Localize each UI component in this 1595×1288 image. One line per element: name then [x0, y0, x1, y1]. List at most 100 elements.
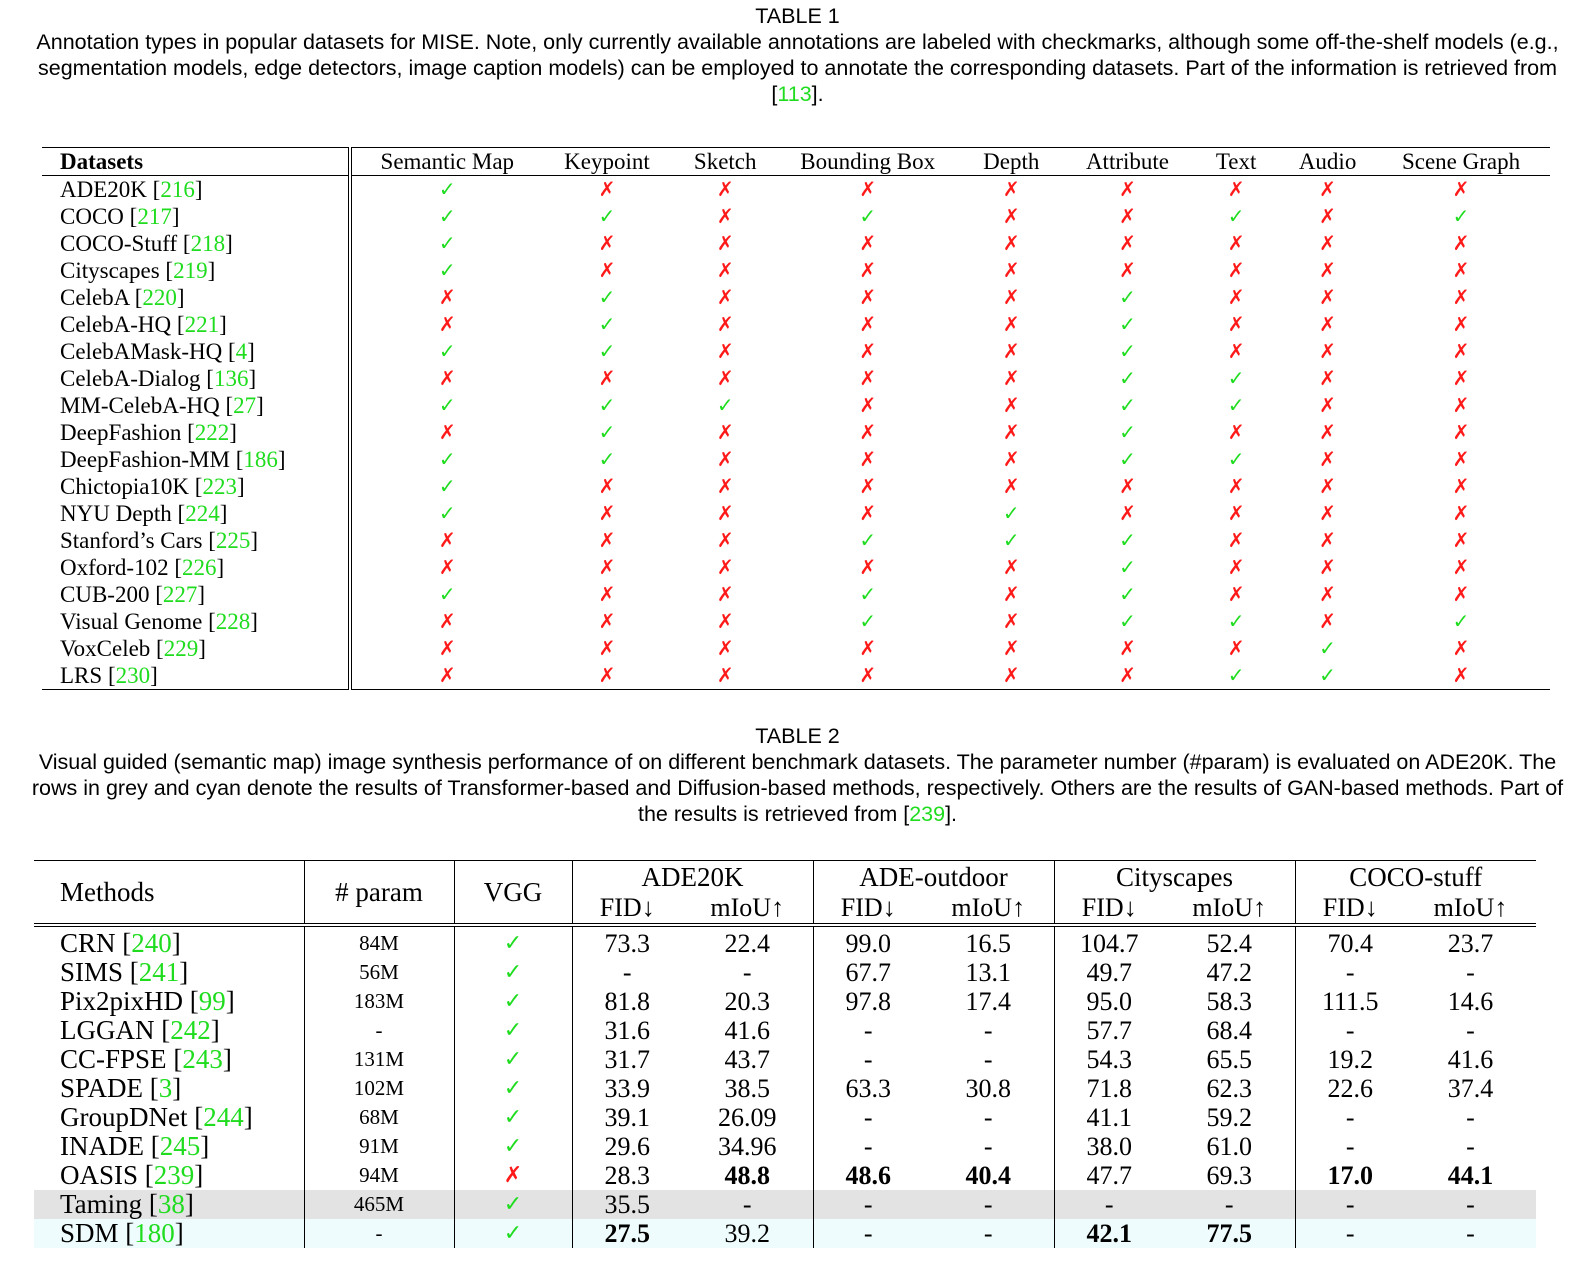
dataset-ref[interactable]: 4 — [235, 339, 248, 364]
cross-mark-icon: ✗ — [716, 555, 734, 579]
cross-mark-icon: ✗ — [1319, 609, 1336, 633]
method-ref[interactable]: 180 — [134, 1218, 175, 1248]
fid-value: 39.1 — [572, 1103, 682, 1132]
dataset-ref[interactable]: 225 — [215, 528, 251, 553]
fid-value: 27.5 — [572, 1219, 682, 1248]
dataset-ref[interactable]: 222 — [194, 420, 230, 445]
metric-value: 70.4 — [1327, 929, 1374, 958]
check-mark-icon: ✓ — [438, 177, 456, 201]
dataset-ref[interactable]: 217 — [137, 204, 172, 229]
dataset-ref[interactable]: 27 — [233, 393, 257, 418]
cross-mark-icon: ✗ — [1452, 285, 1470, 309]
cross-mark-icon: ✗ — [598, 258, 616, 282]
metric-value: 95.0 — [1086, 987, 1133, 1016]
metric-value: 41.6 — [724, 1016, 771, 1045]
table1-caption-ref[interactable]: 113 — [777, 82, 812, 106]
dataset-ref[interactable]: 224 — [185, 501, 220, 526]
fid-value: 35.5 — [572, 1190, 682, 1219]
metric-value: 35.5 — [604, 1190, 651, 1219]
fid-value: 111.5 — [1295, 987, 1405, 1016]
metric-value: - — [863, 1132, 873, 1161]
table1-caption-end: ]. — [811, 82, 824, 106]
cross-mark-icon: ✗ — [1452, 420, 1470, 444]
method-ref[interactable]: 240 — [131, 928, 172, 958]
check-mark-icon: ✓ — [454, 1074, 573, 1103]
annotation-types-table: Datasets Semantic Map Keypoint Sketch Boundi… — [42, 147, 1550, 690]
cross-mark-icon: ✗ — [1319, 231, 1336, 255]
cross-mark-icon: ✗ — [859, 636, 877, 660]
method-name: SIMS — [60, 957, 124, 987]
miou-value: - — [923, 1103, 1055, 1132]
dataset-name: CelebA-HQ — [60, 312, 172, 337]
cross-mark-icon: ✗ — [1002, 366, 1020, 390]
dataset-cell: DeepFashion-MM [186] — [42, 446, 353, 473]
cross-mark-icon: ✗ — [1119, 501, 1136, 525]
dataset-name: VoxCeleb — [60, 636, 151, 661]
cross-mark-icon: ✗ — [859, 366, 877, 390]
metric-value: 99.0 — [845, 929, 892, 958]
dataset-ref[interactable]: 220 — [142, 285, 177, 310]
metric-value: 22.4 — [724, 929, 771, 958]
group-header-coco-stuff: COCO-stuff — [1349, 862, 1483, 892]
column-header: Depth — [983, 149, 1040, 174]
cross-mark-icon: ✗ — [1319, 501, 1336, 525]
dataset-ref[interactable]: 136 — [213, 366, 249, 391]
method-ref[interactable]: 241 — [138, 957, 180, 987]
fid-value: 70.4 — [1295, 923, 1405, 958]
cross-mark-icon: ✗ — [1452, 447, 1470, 471]
method-ref[interactable]: 99 — [198, 986, 226, 1016]
dataset-ref[interactable]: 228 — [215, 609, 251, 634]
cross-mark-icon: ✗ — [1227, 258, 1245, 282]
dataset-ref[interactable]: 218 — [190, 231, 226, 256]
method-ref[interactable]: 3 — [158, 1073, 173, 1103]
check-mark-icon: ✓ — [1002, 501, 1020, 525]
method-ref[interactable]: 38 — [157, 1189, 185, 1219]
dataset-ref[interactable]: 221 — [184, 312, 220, 337]
vgg-value: ✓ — [503, 1134, 523, 1159]
metric-value: - — [1104, 1190, 1114, 1219]
cross-mark-icon: ✗ — [1452, 258, 1470, 282]
dataset-name: CelebAMask-HQ — [60, 339, 223, 364]
cross-mark-icon: ✗ — [859, 231, 877, 255]
dataset-ref[interactable]: 227 — [162, 582, 198, 607]
vgg-header: VGG — [454, 860, 573, 925]
group-header-ade20k: ADE20K — [572, 860, 814, 893]
table2-caption-ref[interactable]: 239 — [909, 802, 946, 826]
miou-value: 16.5 — [923, 923, 1055, 958]
column-header: Audio — [1298, 149, 1357, 174]
metric-value: - — [1466, 958, 1475, 987]
cross-mark-icon: ✗ — [1227, 231, 1245, 255]
miou-value: 65.5 — [1164, 1045, 1296, 1074]
dataset-ref[interactable]: 230 — [115, 663, 151, 688]
miou-value: 61.0 — [1164, 1132, 1296, 1161]
method-ref[interactable]: 245 — [159, 1131, 201, 1161]
fid-value: 31.7 — [572, 1045, 682, 1074]
cross-mark-icon: ✗ — [716, 177, 734, 201]
metric-value: - — [983, 1045, 993, 1074]
dataset-ref[interactable]: 229 — [163, 636, 199, 661]
dataset-cell: MM-CelebA-HQ [27] — [42, 392, 353, 419]
cross-mark-icon: ✗ — [1002, 555, 1020, 579]
param-cell: 465M — [304, 1190, 455, 1219]
cross-mark-icon: ✗ — [716, 204, 734, 228]
cross-mark-icon: ✗ — [1227, 636, 1245, 660]
metric-value: 71.8 — [1086, 1074, 1133, 1103]
param-cell: - — [304, 1219, 455, 1248]
dataset-ref[interactable]: 219 — [173, 258, 208, 283]
metric-value: 39.1 — [604, 1103, 651, 1132]
table1-title: TABLE 1 — [755, 4, 840, 28]
cross-mark-icon: ✗ — [598, 582, 616, 606]
metric-value: 17.0 — [1327, 1161, 1374, 1190]
dataset-ref[interactable]: 186 — [243, 447, 278, 472]
method-ref[interactable]: 242 — [170, 1015, 211, 1045]
fid-value: 81.8 — [572, 987, 682, 1016]
method-ref[interactable]: 239 — [153, 1160, 195, 1190]
dataset-ref[interactable]: 216 — [160, 177, 195, 202]
method-ref[interactable]: 243 — [182, 1044, 223, 1074]
cross-mark-icon: ✗ — [1319, 204, 1336, 228]
method-ref[interactable]: 244 — [203, 1102, 244, 1132]
check-mark-icon: ✓ — [454, 1045, 573, 1074]
dataset-ref[interactable]: 223 — [202, 474, 237, 499]
check-mark-icon: ✓ — [598, 447, 616, 471]
dataset-ref[interactable]: 226 — [182, 555, 217, 580]
